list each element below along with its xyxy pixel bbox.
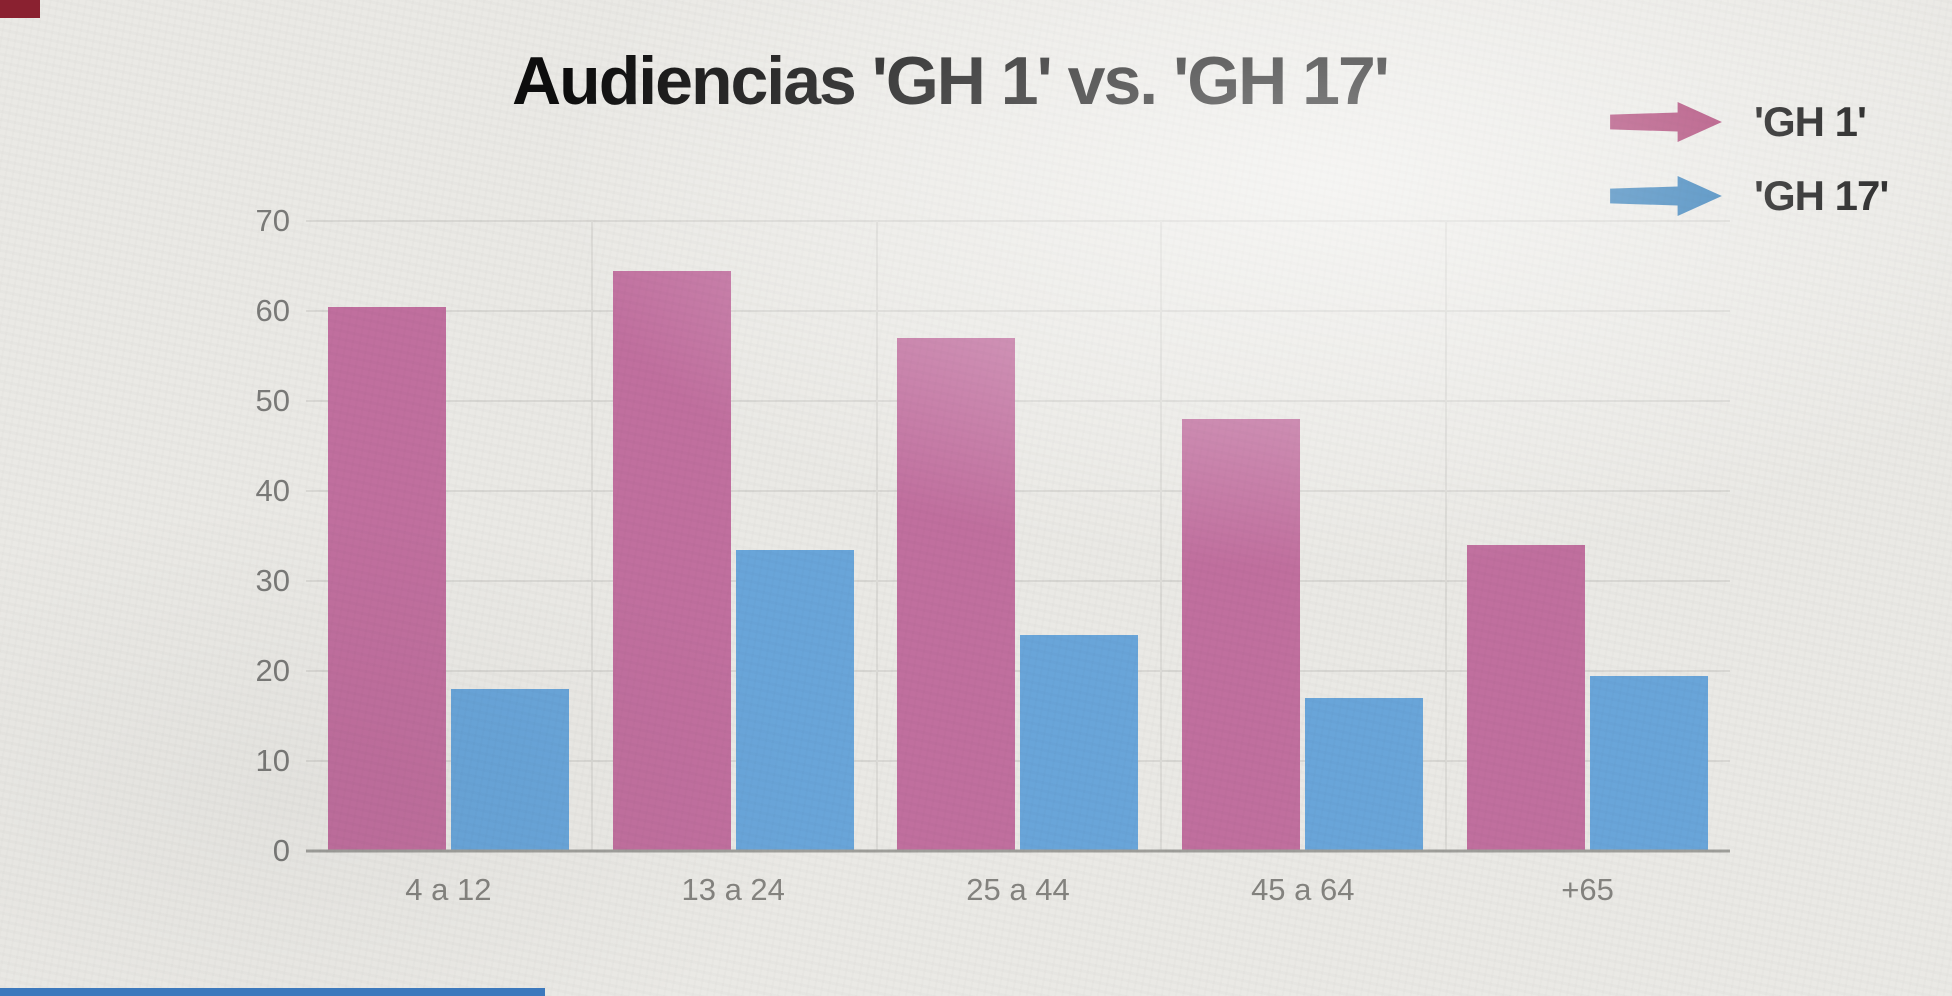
h-gridline	[306, 670, 1730, 672]
gridlines	[306, 220, 1730, 853]
v-gridline	[590, 221, 593, 851]
x-category-label: +65	[1561, 872, 1614, 907]
h-gridline	[306, 580, 1730, 582]
y-axis: 0 10 20 30 40 50 60 70	[180, 203, 290, 868]
v-gridline	[1445, 221, 1448, 851]
h-gridline	[306, 760, 1730, 762]
bar-gh17	[1305, 698, 1424, 851]
bar-gh17	[450, 689, 569, 851]
bottom-left-edge-mark	[0, 988, 545, 996]
y-tick-label: 50	[255, 383, 290, 418]
legend: 'GH 1' 'GH 17'	[1608, 98, 1904, 220]
bar-group	[1445, 221, 1730, 851]
bar-group	[306, 221, 591, 851]
bar-group	[591, 221, 876, 851]
bar-groups	[306, 221, 1730, 851]
chart-title: Audiencias 'GH 1' vs. 'GH 17'	[512, 43, 1390, 119]
plot-area	[306, 220, 1730, 853]
y-tick-label: 20	[255, 653, 290, 688]
gh1-arrow-icon	[1610, 101, 1722, 143]
top-left-corner-mark	[0, 0, 40, 18]
y-tick-label: 40	[255, 473, 290, 508]
legend-item-gh17: 'GH 17'	[1608, 172, 1904, 220]
bar-group	[1160, 221, 1445, 851]
x-category-label: 25 a 44	[966, 872, 1070, 907]
bar-gh1	[612, 270, 731, 851]
y-tick-label: 10	[255, 743, 290, 778]
h-gridline	[306, 400, 1730, 402]
y-tick-label: 60	[255, 293, 290, 328]
v-gridline	[875, 221, 878, 851]
h-gridline	[306, 490, 1730, 492]
x-category-label: 4 a 12	[405, 872, 492, 907]
y-tick-label: 70	[255, 203, 290, 238]
x-category-label: 13 a 24	[681, 872, 785, 907]
x-category-label: 45 a 64	[1251, 872, 1355, 907]
bar-gh1	[1182, 419, 1301, 851]
x-axis-labels: 4 a 12 13 a 24 25 a 44 45 a 64 +65	[306, 872, 1730, 908]
gh17-arrow-icon	[1610, 175, 1722, 217]
y-tick-label: 30	[255, 563, 290, 598]
bar-gh17	[1020, 635, 1139, 851]
x-axis-line	[306, 849, 1730, 853]
y-tick-label: 0	[272, 833, 290, 868]
legend-item-gh1: 'GH 1'	[1608, 98, 1904, 146]
v-gridline	[1160, 221, 1163, 851]
bar-group	[876, 221, 1161, 851]
bar-gh17	[1590, 675, 1709, 851]
h-gridline	[306, 310, 1730, 312]
bar-gh17	[735, 549, 854, 851]
legend-label-gh1: 'GH 1'	[1754, 98, 1867, 145]
bar-gh1	[897, 338, 1016, 851]
legend-label-gh17: 'GH 17'	[1754, 172, 1889, 219]
bar-gh1	[1467, 545, 1586, 851]
h-gridline	[306, 220, 1730, 222]
bar-gh1	[327, 306, 446, 851]
